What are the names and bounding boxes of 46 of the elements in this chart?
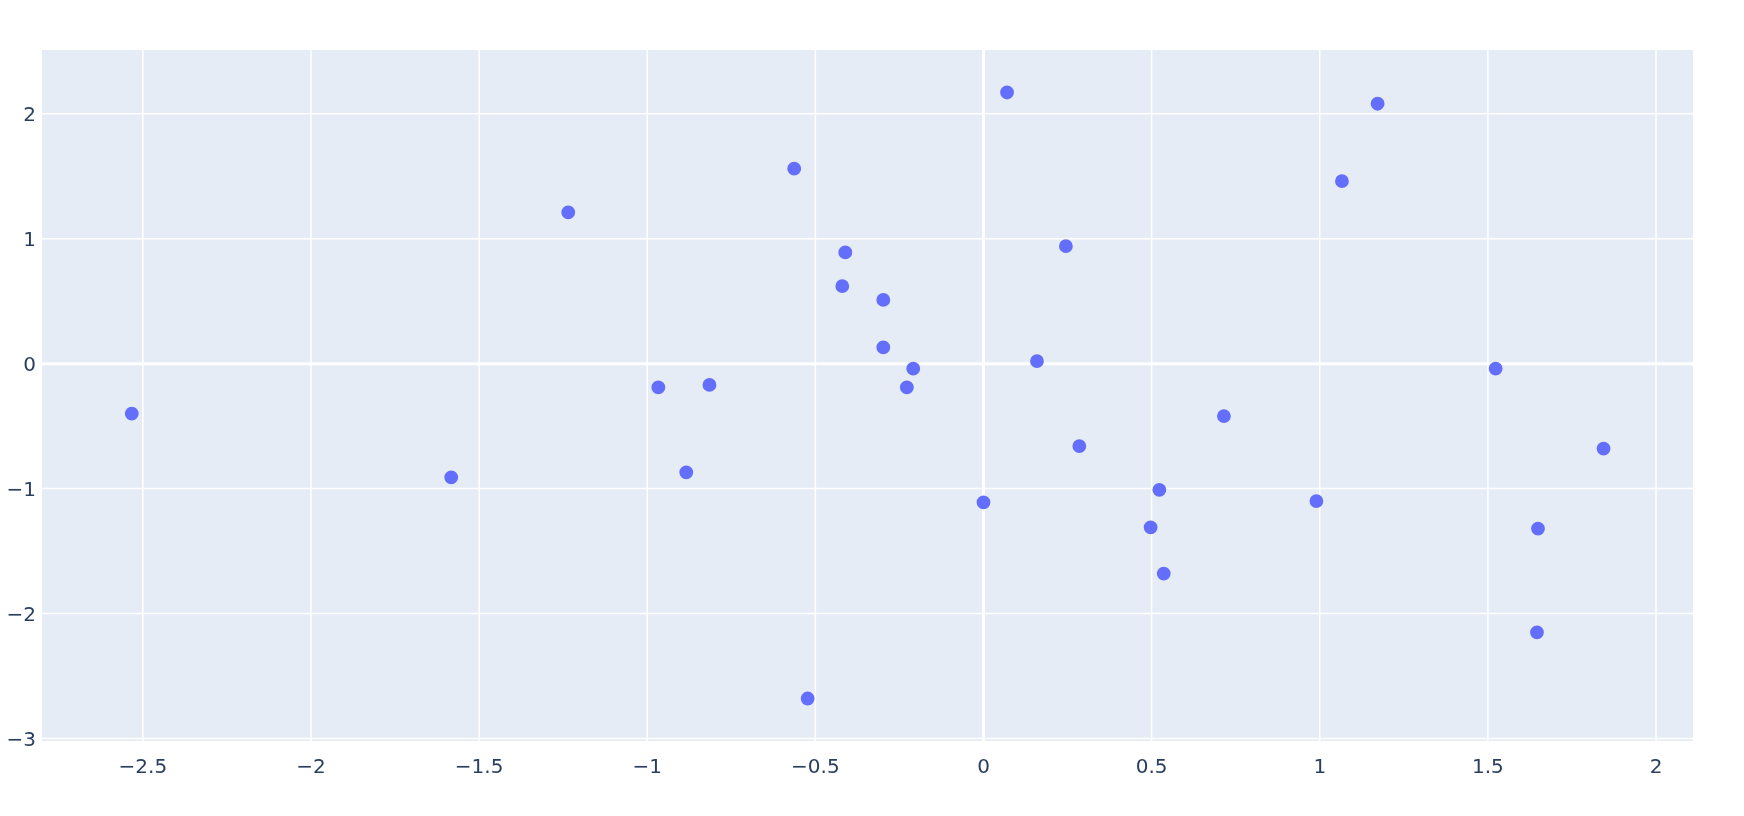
point (800, 691, 815, 706)
point (444, 470, 459, 485)
point (835, 279, 850, 294)
point (561, 205, 576, 220)
point (1058, 239, 1073, 254)
point (702, 377, 717, 392)
point (1143, 520, 1158, 535)
y-tick-label: −3 (6, 726, 36, 751)
x-tick-label: −2 (296, 754, 326, 778)
point (1335, 174, 1349, 189)
point (1030, 354, 1044, 369)
x-tick-label: −0.5 (791, 754, 840, 778)
point (1156, 566, 1171, 581)
point (651, 380, 666, 395)
point (1370, 96, 1385, 111)
point (1000, 85, 1014, 100)
x-tick-label: 1.5 (1471, 754, 1504, 778)
x-tick-label: 1 (1313, 754, 1327, 778)
point (1488, 361, 1503, 376)
point (838, 245, 853, 260)
point (1531, 521, 1545, 536)
x-tick-label: 0 (977, 754, 990, 778)
point (906, 361, 921, 376)
x-tick-label: −2.5 (118, 754, 168, 778)
x-tick-label: −1 (632, 754, 662, 778)
x-tick-label: −1.5 (454, 754, 504, 778)
x-tick-label: 2 (1649, 754, 1663, 778)
y-tick-label: −1 (6, 476, 36, 501)
point (679, 465, 694, 480)
point (124, 406, 139, 421)
point (976, 495, 991, 510)
point (899, 380, 914, 395)
point (876, 293, 891, 307)
point (787, 161, 802, 176)
y-tick-label: 2 (23, 101, 36, 126)
point (1530, 625, 1544, 640)
x-tick-label: 0.5 (1135, 754, 1168, 778)
y-tick-label: 0 (23, 351, 36, 376)
point (1217, 409, 1231, 424)
point (1596, 441, 1611, 456)
point (876, 340, 891, 355)
y-tick-label: −2 (6, 601, 36, 626)
point (1152, 482, 1167, 497)
y-tick-label: 1 (23, 226, 36, 251)
point (1309, 494, 1324, 508)
point (1072, 439, 1087, 453)
